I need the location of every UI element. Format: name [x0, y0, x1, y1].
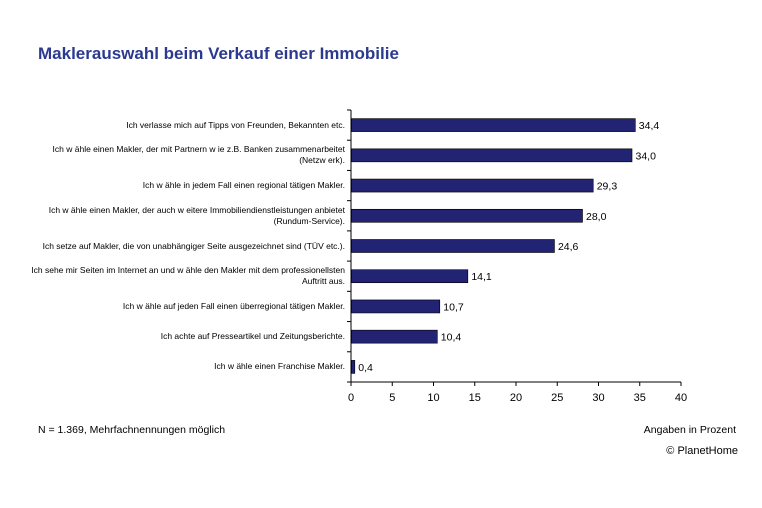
bar-value-label: 24,6: [558, 241, 579, 253]
bar-value-label: 14,1: [471, 271, 492, 283]
x-tick-label: 35: [634, 392, 646, 404]
bar-value-label: 29,3: [597, 181, 618, 193]
category-label: Ich w ähle einen Makler, der auch w eite…: [48, 204, 345, 226]
bar-value-label: 34,4: [639, 120, 660, 132]
x-tick-label: 5: [389, 392, 395, 404]
bar: [351, 148, 633, 163]
sample-size-note: N = 1.369, Mehrfachnennungen möglich: [38, 424, 226, 436]
category-label: Ich verlasse mich auf Tipps von Freunden…: [126, 119, 345, 130]
category-label: Ich w ähle auf jeden Fall einen überregi…: [122, 300, 345, 311]
x-tick-label: 25: [551, 392, 563, 404]
x-tick-label: 15: [469, 392, 481, 404]
bar: [351, 208, 583, 223]
x-tick-label: 30: [592, 392, 604, 404]
bar-value-label: 34,0: [636, 150, 657, 162]
x-tick-label: 0: [348, 392, 354, 404]
bar-value-label: 28,0: [586, 211, 607, 223]
bar: [351, 118, 636, 132]
bar: [351, 269, 469, 284]
category-label: Ich w ähle einen Franchise Makler.: [214, 361, 345, 372]
bar-value-label: 10,4: [441, 332, 462, 344]
bar: [351, 239, 555, 253]
bar: [351, 329, 438, 344]
unit-note: Angaben in Prozent: [643, 424, 736, 436]
chart-title: Maklerauswahl beim Verkauf einer Immobil…: [38, 44, 399, 63]
copyright: © PlanetHome: [666, 445, 738, 457]
category-label: Ich achte auf Presseartikel und Zeitungs…: [160, 331, 345, 342]
x-tick-label: 10: [427, 392, 439, 404]
x-tick-label: 40: [675, 392, 687, 404]
category-label: Ich w ähle in jedem Fall einen regional …: [142, 180, 345, 191]
bar: [351, 299, 441, 314]
category-label: Ich w ähle einen Makler, der mit Partner…: [52, 144, 345, 166]
category-label: Ich setze auf Makler, die von unabhängig…: [42, 240, 345, 251]
x-tick-label: 20: [510, 392, 522, 404]
category-label: Ich sehe mir Seiten im Internet an und w…: [31, 265, 345, 287]
bar: [351, 178, 594, 193]
bar-value-label: 10,7: [443, 301, 464, 313]
bar-value-label: 0,4: [358, 362, 373, 374]
bar: [351, 360, 356, 374]
